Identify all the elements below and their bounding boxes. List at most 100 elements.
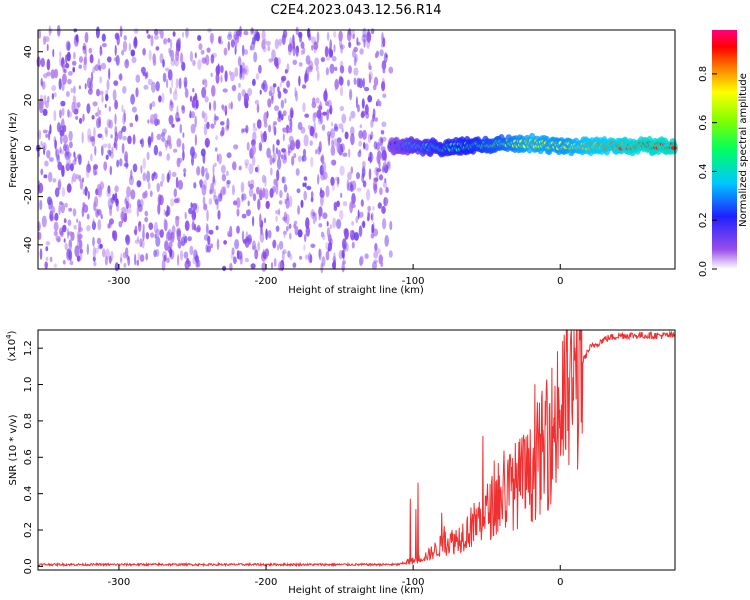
- colorbar: 0.0 0.2 0.4 0.6 0.8 Normalized spectral ampl…: [698, 30, 749, 277]
- noise-blob: [133, 28, 139, 34]
- noise-blob: [55, 148, 60, 161]
- noise-blob: [60, 230, 64, 238]
- noise-blob: [59, 51, 62, 58]
- noise-blob: [361, 173, 365, 183]
- noise-blob: [310, 243, 316, 248]
- noise-blob: [129, 122, 134, 127]
- noise-blob: [149, 114, 155, 125]
- noise-blob: [298, 75, 301, 87]
- noise-blob: [378, 159, 381, 169]
- noise-blob: [40, 141, 43, 147]
- noise-blob: [222, 88, 228, 93]
- noise-blob: [347, 171, 352, 181]
- noise-blob: [203, 78, 206, 83]
- noise-blob: [306, 185, 312, 191]
- noise-blob: [380, 261, 384, 268]
- noise-blob: [205, 222, 208, 234]
- noise-blob: [150, 232, 155, 238]
- noise-blob: [327, 246, 330, 252]
- noise-blob: [45, 133, 49, 138]
- noise-blob: [190, 123, 196, 134]
- noise-blob: [201, 110, 205, 119]
- noise-blob: [320, 262, 324, 274]
- noise-blob: [64, 68, 67, 74]
- noise-blob: [73, 51, 76, 60]
- noise-blob: [86, 225, 91, 232]
- noise-blob: [385, 187, 389, 193]
- noise-blob: [257, 241, 261, 252]
- noise-blob: [108, 149, 112, 157]
- noise-blob: [145, 252, 148, 261]
- x-tick-label: -200: [255, 577, 278, 588]
- noise-blob: [43, 174, 48, 179]
- noise-blob: [244, 65, 249, 76]
- noise-blob: [150, 131, 154, 143]
- noise-blob: [283, 211, 288, 223]
- colorbar-tick-label: 0.4: [698, 163, 709, 179]
- noise-blob: [204, 167, 208, 173]
- noise-blob: [381, 60, 387, 70]
- noise-blob: [258, 142, 263, 152]
- noise-blob: [98, 65, 102, 72]
- noise-blob: [109, 165, 113, 176]
- noise-blob: [62, 260, 66, 265]
- noise-blob: [51, 216, 55, 221]
- noise-blob: [175, 78, 179, 89]
- noise-blob: [108, 255, 112, 264]
- noise-blob: [304, 233, 307, 243]
- noise-blob: [47, 95, 50, 103]
- noise-blob: [252, 131, 257, 143]
- noise-blob: [220, 65, 224, 74]
- colorbar-label: Normalized spectral amplitude: [738, 73, 749, 227]
- noise-blob: [52, 178, 57, 183]
- noise-blob: [205, 54, 210, 66]
- noise-blob: [350, 166, 354, 174]
- noise-blob: [222, 186, 227, 196]
- noise-blob: [366, 31, 372, 43]
- noise-blob: [166, 78, 169, 89]
- y-tick-label: 40: [23, 45, 34, 58]
- noise-blob: [333, 31, 337, 38]
- noise-blob: [351, 241, 355, 249]
- noise-blob: [377, 248, 381, 255]
- y-tick-label: 0: [23, 145, 34, 151]
- noise-blob: [368, 73, 372, 84]
- noise-blob: [278, 240, 284, 250]
- noise-blob: [75, 173, 80, 180]
- noise-blob: [382, 181, 388, 189]
- noise-blob: [85, 167, 90, 179]
- noise-blob: [56, 24, 61, 37]
- noise-blob: [107, 185, 111, 194]
- noise-blob: [341, 128, 344, 133]
- noise-blob: [230, 71, 235, 82]
- noise-blob: [108, 68, 111, 80]
- noise-blob: [95, 112, 98, 117]
- noise-blob: [238, 83, 241, 88]
- noise-blob: [361, 98, 365, 109]
- noise-blob: [122, 40, 128, 53]
- noise-blob: [297, 205, 301, 215]
- noise-blob: [110, 134, 113, 139]
- noise-blob: [213, 113, 217, 126]
- noise-blob: [100, 62, 107, 70]
- noise-blob: [372, 206, 375, 211]
- noise-blob: [171, 123, 175, 128]
- noise-blob: [175, 215, 180, 228]
- noise-blob: [214, 162, 217, 167]
- noise-blob: [61, 187, 66, 197]
- noise-blob: [256, 103, 260, 114]
- noise-blob: [92, 101, 98, 107]
- noise-blob: [291, 155, 295, 166]
- noise-blob: [112, 193, 116, 201]
- noise-blob: [266, 40, 271, 46]
- noise-blob: [131, 106, 137, 113]
- noise-blob: [223, 240, 228, 245]
- noise-blob: [188, 260, 191, 268]
- noise-blob: [252, 193, 257, 202]
- noise-blob: [212, 164, 215, 176]
- noise-blob: [195, 260, 199, 268]
- noise-blob: [272, 143, 275, 154]
- colorbar-tick-label: 0.6: [698, 115, 709, 131]
- noise-blob: [243, 93, 249, 104]
- noise-blob: [252, 78, 256, 86]
